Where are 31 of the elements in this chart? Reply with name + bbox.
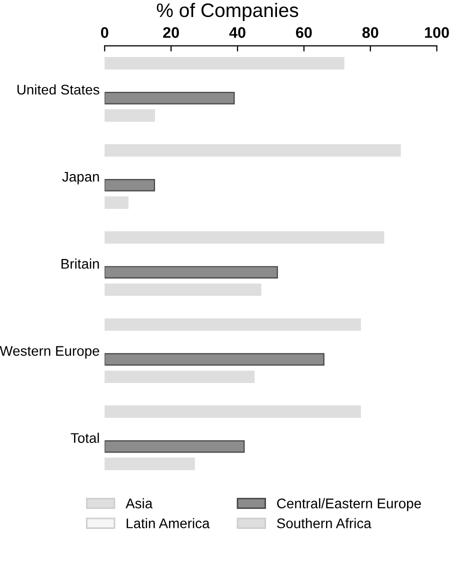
y-tick-label: United States [17, 84, 100, 95]
bar [104, 266, 278, 279]
x-tick-label: 20 [163, 27, 179, 38]
bar [104, 196, 128, 209]
bar [104, 57, 344, 70]
bar [104, 178, 156, 192]
y-tick-label: Britain [62, 258, 99, 269]
bar [104, 370, 255, 384]
bar [104, 318, 361, 331]
y-tick-label: Japan [62, 172, 99, 184]
y-tick-label: Western Europe [0, 346, 100, 359]
x-tick-label: 40 [229, 27, 246, 38]
bar [104, 109, 156, 122]
legend-label: Asia [126, 498, 153, 508]
bar [104, 440, 245, 453]
y-tick-label: Total [70, 432, 99, 443]
bar [104, 231, 384, 244]
legend-label: Central/Eastern Europe [277, 498, 421, 512]
x-tick-label: 60 [296, 27, 312, 38]
legend-label: Latin America [126, 518, 210, 528]
legend-label: Southern Africa [277, 518, 372, 528]
x-tick-label: 80 [362, 27, 378, 38]
chart-title: % of Companies [156, 2, 298, 21]
bar [104, 92, 235, 104]
x-tick-label: 100 [425, 27, 449, 38]
x-tick-label: 0 [101, 27, 108, 38]
bar [104, 353, 324, 366]
bar [104, 283, 262, 296]
bar [104, 144, 401, 157]
bar [104, 405, 361, 418]
bar [104, 458, 195, 470]
